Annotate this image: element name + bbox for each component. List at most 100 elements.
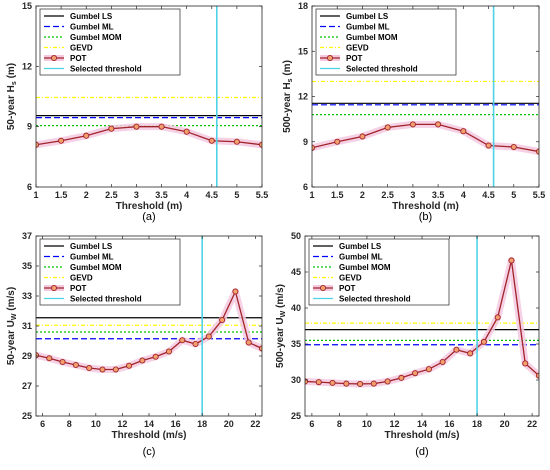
chart-c-series-pot-point	[86, 364, 93, 372]
chart-b-series-pot-line	[312, 123, 539, 153]
chart-a-legend-item-gumbel-mom: Gumbel MOM	[44, 33, 122, 42]
chart-a-legend-item-selected-threshold: Selected threshold	[44, 65, 142, 74]
chart-b-legend-item-gumbel-ls-label: Gumbel LS	[346, 12, 389, 21]
chart-d-series-pot-point	[439, 358, 446, 366]
chart-b-series-pot-point	[409, 121, 416, 128]
chart-c-ytick-label: 31	[22, 321, 32, 331]
chart-b-caption: (b)	[419, 211, 432, 223]
chart-d-series-pot-point	[370, 380, 377, 387]
chart-c-xtick-label: 20	[224, 419, 234, 429]
chart-c-xtick-label: 22	[250, 419, 260, 429]
chart-d-legend-item-gumbel-mom: Gumbel MOM	[313, 263, 391, 272]
chart-d-series-pot-point	[412, 370, 419, 377]
chart-c-legend-item-pot: POT	[44, 284, 87, 293]
chart-c-xtick-label: 8	[67, 419, 72, 429]
chart-d-legend-item-gevd: GEVD	[313, 274, 362, 283]
chart-c-series-pot-point	[46, 355, 53, 362]
chart-a-legend-item-pot-label: POT	[70, 54, 87, 63]
chart-b-xtick-label: 5	[511, 190, 516, 200]
chart-c-xtick-label: 14	[144, 419, 154, 429]
chart-b-xtick-label: 2.5	[381, 190, 394, 200]
chart-c-ytick-label: 29	[22, 351, 32, 361]
chart-a-legend-item-pot: POT	[44, 54, 87, 63]
chart-d-ytick-label: 50	[291, 231, 301, 241]
chart-b-legend-item-pot-marker	[326, 54, 334, 62]
chart-d-ytick-label: 40	[291, 303, 301, 313]
chart-b-legend-item-gevd: GEVD	[320, 44, 369, 53]
chart-b-series-pot-point	[510, 143, 517, 151]
chart-d-xtick-label: 10	[362, 419, 372, 429]
chart-c-legend-item-selected-threshold-label: Selected threshold	[70, 295, 142, 304]
chart-a-series-pot-point	[58, 137, 65, 144]
chart-a-series-layer	[36, 6, 262, 187]
chart-b-ylabel: 500-year Hs (m)	[282, 60, 294, 133]
chart-c-series-pot-point	[179, 337, 186, 344]
chart-b-legend-item-pot: POT	[320, 54, 363, 63]
chart-a-xtick-label: 3.5	[155, 190, 168, 200]
chart-d-legend-item-gumbel-mom-label: Gumbel MOM	[339, 263, 391, 272]
chart-c: 6 8 10 12 14 16 18 20 22 25 27 29 31 33 35 37 Threshold …	[6, 231, 263, 458]
chart-b-series-pot-point	[359, 133, 366, 140]
chart-b-ytick-label: 12	[298, 92, 308, 102]
chart-d-xlabel: Threshold (m/s)	[384, 430, 459, 441]
chart-d-series-pot-point	[384, 378, 391, 385]
chart-c-legend-item-gumbel-mom-label: Gumbel MOM	[70, 263, 122, 272]
chart-c-ytick-label: 27	[22, 381, 32, 391]
chart-d-series-pot-point	[425, 366, 432, 373]
chart-a-legend-item-gumbel-ml: Gumbel ML	[44, 23, 114, 32]
chart-d-series-pot-point	[522, 360, 529, 367]
chart-d-series-pot-point	[398, 374, 405, 381]
chart-d-ytick-label: 45	[291, 267, 301, 277]
chart-c-xtick-label: 12	[117, 419, 127, 429]
chart-b-series-layer	[312, 6, 539, 187]
chart-a-ytick-label: 9	[27, 122, 32, 132]
chart-a-ytick-label: 12	[22, 61, 32, 71]
chart-b-xlabel: Threshold (m)	[392, 201, 459, 212]
chart-c-series-pot-point	[205, 333, 212, 340]
chart-a-xtick-label: 5.5	[256, 190, 269, 200]
chart-a-ytick-label: 15	[22, 1, 32, 11]
chart-d-legend-item-selected-threshold: Selected threshold	[313, 295, 411, 304]
chart-a-legend-item-gumbel-mom-label: Gumbel MOM	[70, 33, 122, 42]
chart-b-series-pot-point	[485, 142, 492, 149]
chart-c-series-pot-point	[192, 340, 199, 348]
chart-a-legend-box	[39, 8, 181, 76]
chart-b-xtick-label: 1	[309, 190, 314, 200]
chart-b-legend-item-gumbel-ml-label: Gumbel ML	[346, 23, 390, 32]
chart-c-legend-item-gevd: GEVD	[44, 274, 93, 283]
chart-d-xtick-label: 6	[309, 419, 314, 429]
chart-d-legend-item-gumbel-ls: Gumbel LS	[313, 242, 382, 251]
chart-c-legend-item-gumbel-ml: Gumbel ML	[44, 253, 114, 262]
chart-d-xtick-label: 14	[417, 419, 427, 429]
chart-d-series-pot-point	[480, 338, 487, 345]
chart-b: 1 1.5 2 2.5 3 3.5 4 4.5 5 5.5 6 9 12 15 18 Threshold (m…	[282, 1, 545, 223]
chart-c-legend-item-gumbel-ml-label: Gumbel ML	[70, 253, 114, 262]
chart-b-ytick-label: 9	[303, 137, 308, 147]
chart-c-legend-item-gumbel-ls: Gumbel LS	[44, 242, 113, 251]
chart-a-series-pot-point	[83, 132, 90, 139]
chart-b-xtick-label: 2	[360, 190, 365, 200]
chart-c-legend-item-gumbel-mom: Gumbel MOM	[44, 263, 122, 272]
chart-b-xtick-label: 4.5	[482, 190, 495, 200]
chart-c-series-pot-point	[232, 288, 239, 295]
chart-c-series-pot-point	[126, 362, 133, 369]
chart-b-ytick-label: 18	[298, 1, 308, 11]
chart-d-xtick-label: 12	[389, 419, 399, 429]
chart-d-xtick-label: 22	[527, 419, 537, 429]
chart-d-series-layer	[305, 236, 539, 416]
chart-a-xtick-label: 3	[134, 190, 139, 200]
chart-c-legend-item-selected-threshold: Selected threshold	[44, 295, 142, 304]
chart-c-ytick-label: 33	[22, 291, 32, 301]
chart-a-series-pot-point	[183, 128, 190, 135]
chart-a-series-pot-point	[208, 137, 215, 144]
chart-c-series-pot-point	[139, 357, 146, 364]
chart-b-ytick-label: 6	[303, 182, 308, 192]
chart-c-legend-item-pot-marker	[50, 284, 58, 292]
chart-c-legend-box	[39, 238, 181, 306]
chart-c-caption: (c)	[143, 446, 156, 458]
chart-b-legend-item-gumbel-ml: Gumbel ML	[320, 23, 390, 32]
chart-d-legend-item-pot: POT	[313, 284, 356, 293]
chart-d-xtick-label: 16	[445, 419, 455, 429]
